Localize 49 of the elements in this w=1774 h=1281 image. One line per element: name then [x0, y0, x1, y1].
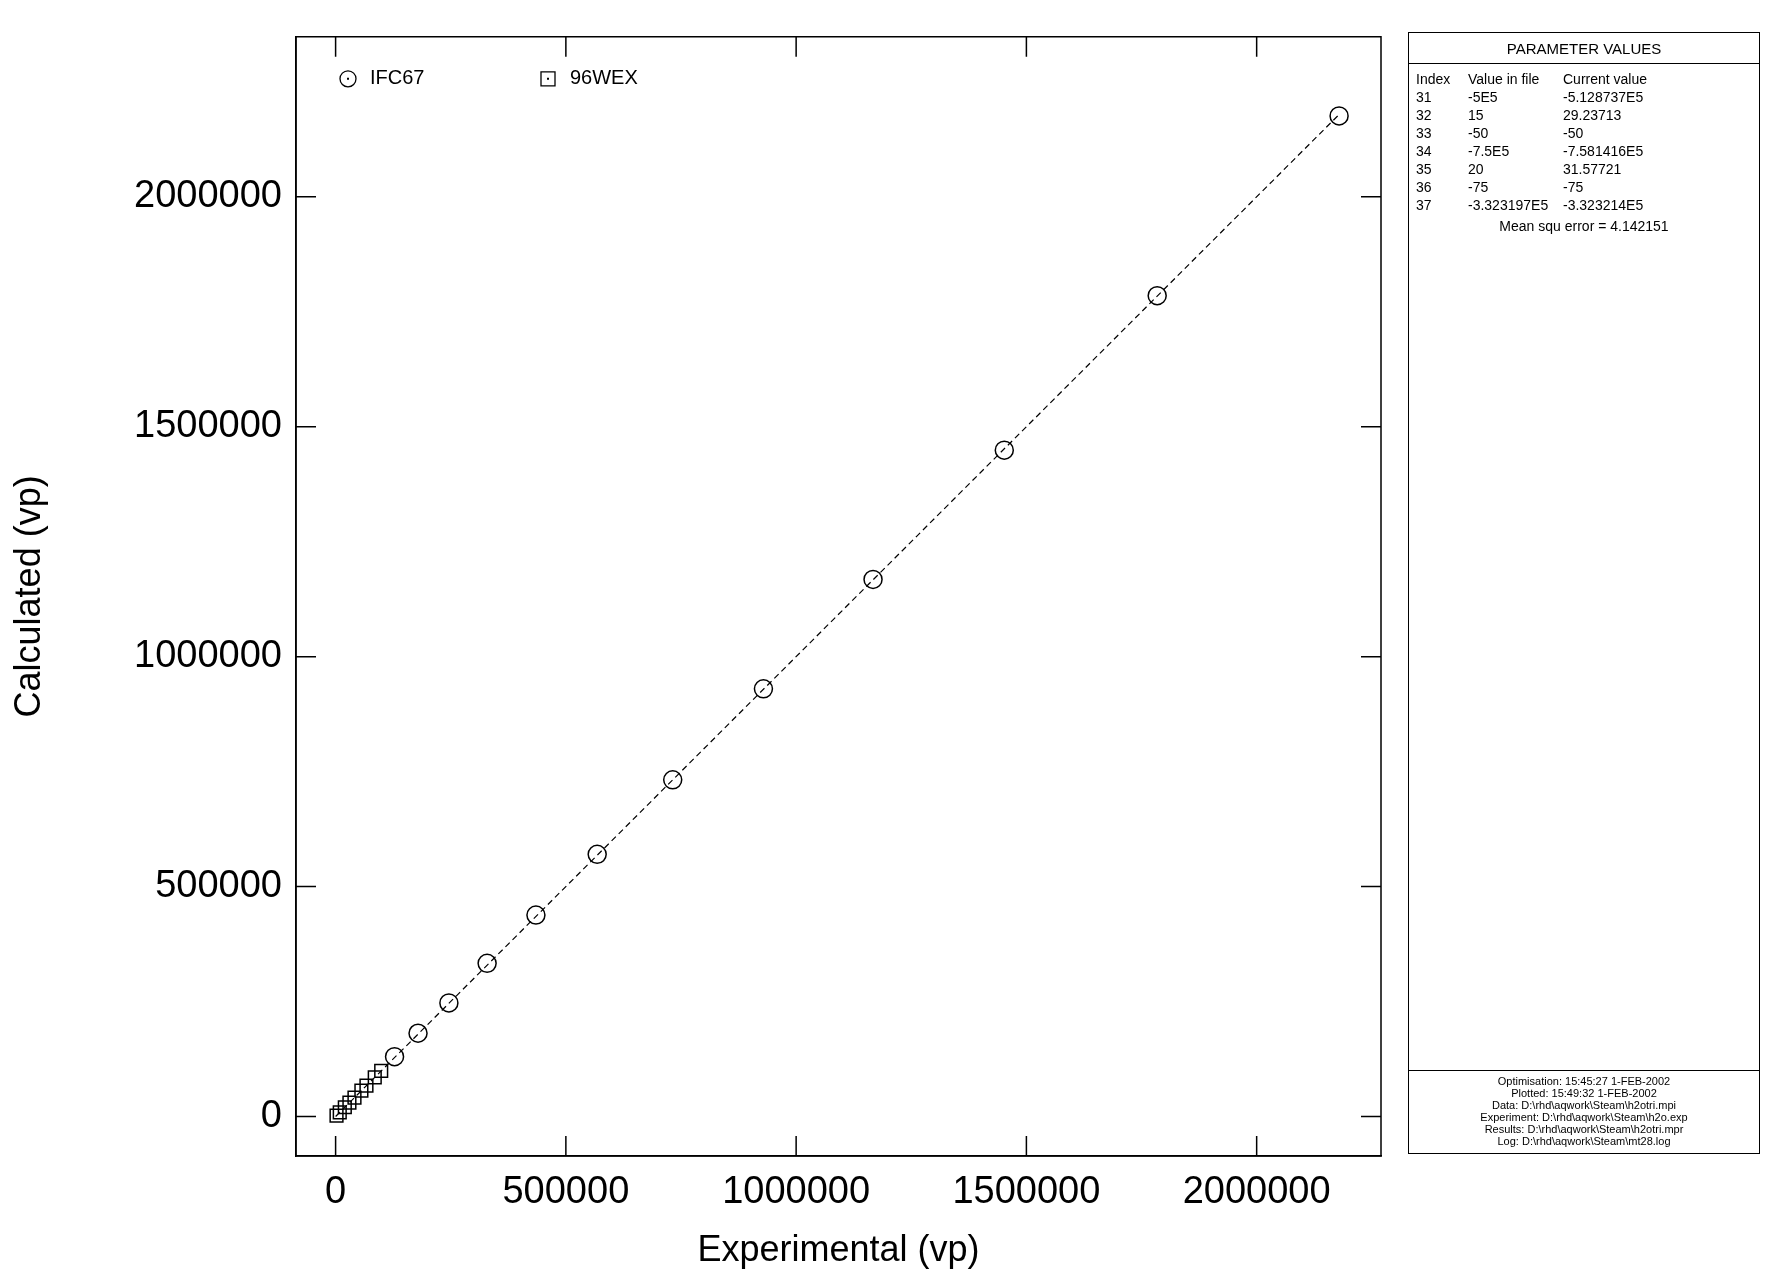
text: 31 -5E5 -5.128737E5 — [1416, 89, 1644, 105]
point — [863, 569, 883, 590]
point — [587, 844, 607, 865]
text: Results: D:\rhd\aqwork\Steam\h2otri.mpr — [1483, 1123, 1685, 1135]
point — [337, 1100, 352, 1115]
point — [384, 1046, 405, 1067]
point — [354, 1083, 369, 1098]
text: Optimisation: 15:45:27 1-FEB-2002 — [1496, 1075, 1672, 1087]
y-tick-label: 1500000 — [134, 403, 282, 446]
text: Log: D:\rhd\aqwork\Steam\mt28.log — [1496, 1135, 1672, 1147]
point — [662, 770, 683, 790]
point — [753, 679, 774, 699]
text: 35 20 31.57721 — [1416, 161, 1622, 177]
text: Plotted: 15:49:32 1-FEB-2002 — [1510, 1087, 1658, 1099]
x-axis-title: Experimental (vp) — [697, 1228, 980, 1270]
y-tick-label: 0 — [260, 1092, 282, 1135]
x-tick-label: 1000000 — [722, 1169, 871, 1212]
point — [359, 1078, 374, 1093]
text: Data: D:\rhd\aqwork\Steam\h2otri.mpi — [1491, 1099, 1677, 1111]
point — [367, 1070, 382, 1085]
text: 36 -75 -75 — [1416, 179, 1584, 195]
text: Index Value in file Current value — [1416, 71, 1648, 87]
point — [477, 953, 497, 974]
x-tick-label: 0 — [325, 1169, 347, 1212]
text: 37 -3.323197E5 -3.323214E5 — [1416, 197, 1644, 213]
y-tick-label: 2000000 — [134, 173, 282, 216]
y-axis-title: Calculated (vp) — [6, 475, 48, 718]
point — [342, 1095, 357, 1110]
point — [408, 1023, 428, 1043]
y-tick-label: 500000 — [155, 863, 282, 906]
point — [1329, 106, 1349, 126]
text: 32 15 29.23713 — [1416, 107, 1622, 123]
y-tick-label: 1000000 — [134, 633, 282, 676]
point — [526, 905, 546, 925]
text: 34 -7.5E5 -7.581416E5 — [1416, 143, 1644, 159]
point — [374, 1063, 389, 1079]
point — [347, 1090, 362, 1105]
point — [439, 993, 459, 1013]
text: Experiment: D:\rhd\aqwork\Steam\h2o.exp — [1479, 1111, 1689, 1123]
text: Mean squ error = 4.142151 — [1498, 218, 1670, 234]
text: 33 -50 -50 — [1416, 125, 1584, 141]
x-tick-label: 500000 — [502, 1169, 630, 1212]
text: PARAMETER VALUES — [1409, 33, 1759, 64]
legend-label: IFC67 — [370, 66, 425, 89]
point — [994, 440, 1015, 460]
legend-label: 96WEX — [570, 66, 638, 89]
point — [1147, 285, 1167, 306]
x-tick-label: 2000000 — [1182, 1169, 1331, 1212]
x-tick-label: 1500000 — [952, 1169, 1101, 1212]
